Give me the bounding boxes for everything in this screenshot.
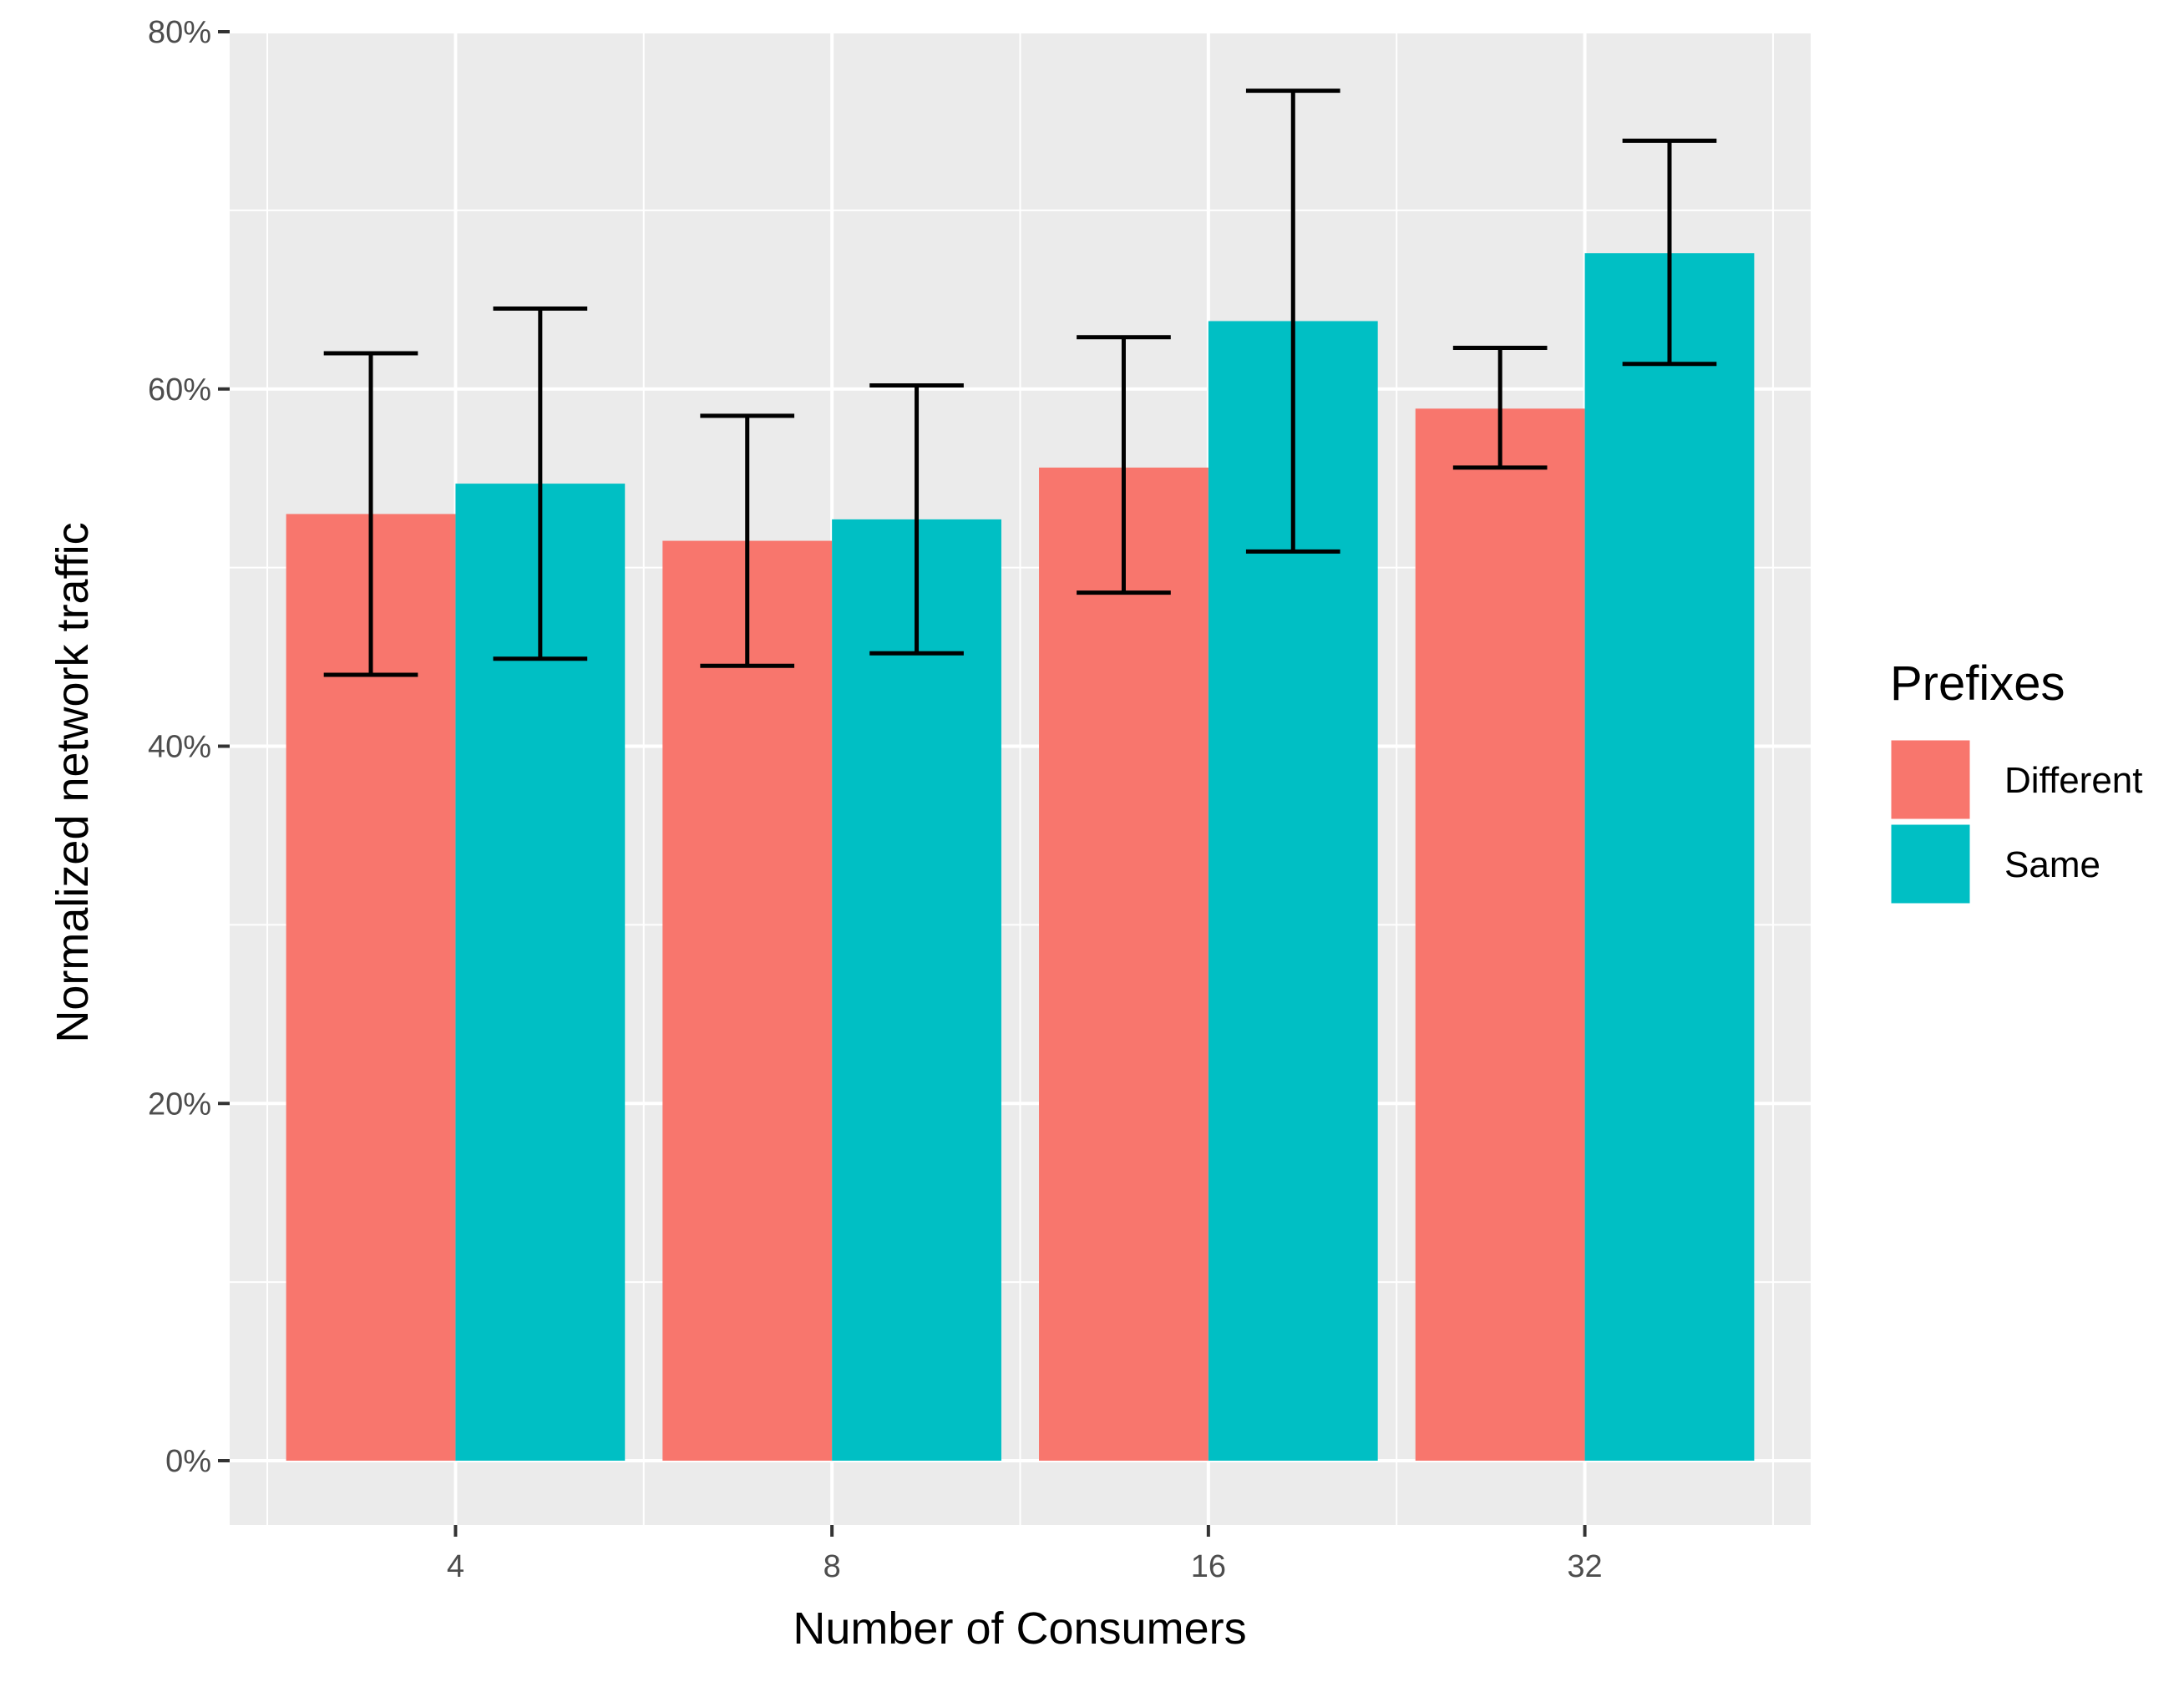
legend-item-different: Different [1888, 737, 2143, 822]
y-tick-label: 0% [165, 1444, 211, 1479]
errorbar-same-8 [869, 383, 964, 656]
errorbar-different-16 [1077, 335, 1171, 595]
x-tick-label: 4 [447, 1549, 464, 1584]
x-tick-label: 8 [823, 1549, 841, 1584]
errorbar-same-32 [1622, 138, 1717, 367]
errorbar-different-8 [700, 413, 795, 668]
bar-different-32 [1415, 408, 1585, 1462]
y-axis-title: Normalized network traffic [48, 522, 98, 1042]
y-tick-label: 80% [148, 15, 211, 50]
x-tick-label: 16 [1191, 1549, 1226, 1584]
legend-label: Different [2004, 760, 2143, 801]
bar-different-8 [662, 540, 833, 1462]
bar-different-16 [1039, 467, 1209, 1462]
legend: Prefixes Different Same [1888, 656, 2143, 906]
legend-swatch [1888, 737, 1973, 822]
y-tick-label: 40% [148, 730, 211, 765]
errorbar-different-32 [1452, 346, 1548, 470]
y-tick-label: 60% [148, 372, 211, 408]
bar-same-32 [1584, 253, 1755, 1462]
y-axis: 0% 20% 40% 60% 80% [148, 15, 230, 1479]
x-axis: 4 8 16 32 [447, 1525, 1603, 1584]
bar-same-8 [832, 519, 1001, 1462]
bars [286, 253, 1755, 1462]
y-tick-label: 20% [148, 1087, 211, 1122]
legend-label: Same [2004, 844, 2100, 885]
x-tick-label: 32 [1567, 1549, 1602, 1584]
error-bars [323, 89, 1717, 677]
legend-item-same: Same [1888, 822, 2100, 906]
legend-swatch [1888, 822, 1973, 906]
x-axis-title: Number of Consumers [793, 1603, 1246, 1654]
errorbar-same-4 [493, 307, 588, 661]
errorbar-same-16 [1245, 89, 1340, 554]
errorbar-different-4 [323, 351, 418, 677]
legend-title: Prefixes [1890, 656, 2065, 711]
